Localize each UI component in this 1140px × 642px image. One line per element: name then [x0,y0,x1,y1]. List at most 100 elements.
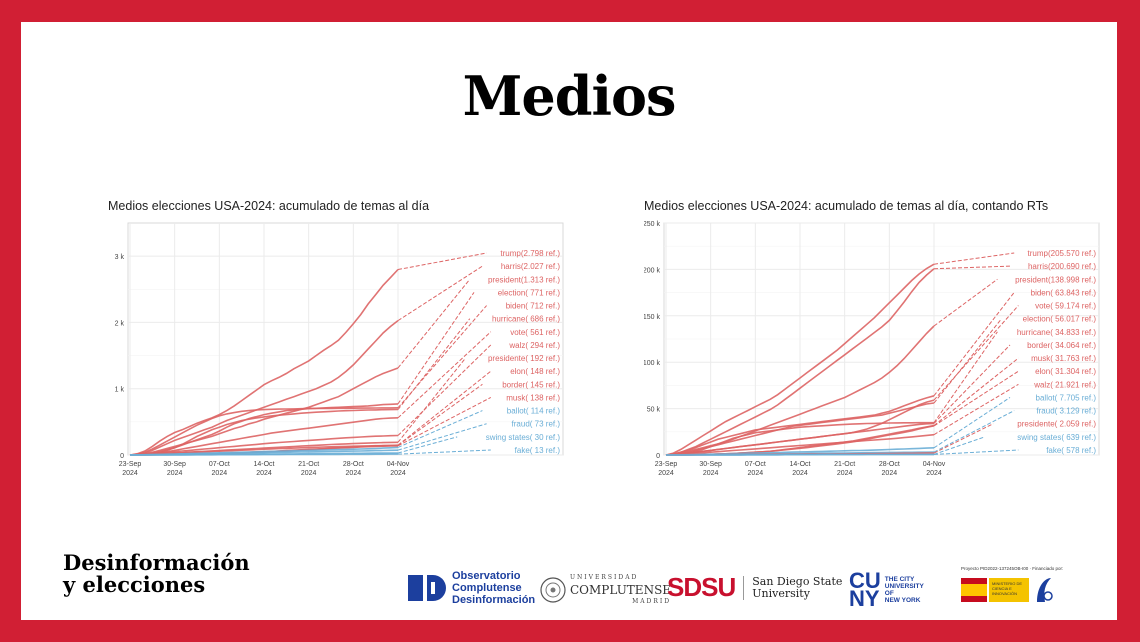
y-tick-label: 250 k [644,221,660,228]
series-leader [397,449,491,455]
x-tick-label: 2024 [748,470,764,477]
series-leader [933,292,1015,397]
x-tick-label: 07-Oct [209,461,230,468]
series-label: elon( 148 ref.) [510,367,560,376]
series-label: president(138.998 ref.) [1015,275,1096,284]
x-tick-label: 21-Oct [834,461,855,468]
series-leader [397,423,487,451]
chart-title: Medios elecciones USA-2024: acumulado de… [108,199,430,213]
series-leader [933,344,1011,424]
series-line [129,367,399,456]
series-line [665,263,935,456]
cuny-line: UNIVERSITY [884,583,924,590]
series-leader [397,278,471,369]
series-leader [933,383,1019,436]
series-label: musk( 31.763 ref.) [1031,354,1096,363]
series-leader [933,410,1015,453]
series-line [666,453,934,456]
series-label: election( 56.017 ref.) [1023,315,1097,324]
y-tick-label: 2 k [115,320,125,327]
series-leader [933,370,1019,427]
x-tick-label: 2024 [882,470,898,477]
series-label: hurricane( 686 ref.) [492,315,560,324]
ucm-main: COMPLUTENSE [570,583,672,597]
series-label: presidente( 192 ref.) [488,354,560,363]
observatorio-line: Complutense [452,582,522,594]
series-leader [933,423,994,454]
series-label: swing states( 639 ref.) [1017,433,1096,442]
series-line [129,319,399,456]
x-tick-label: 2024 [658,470,674,477]
chart-title: Medios elecciones USA-2024: acumulado de… [644,199,1049,213]
x-tick-label: 04-Nov [923,461,946,468]
x-tick-label: 04-Nov [387,461,410,468]
series-label: walz( 294 ref.) [508,341,560,350]
series-label: trump(2.798 ref.) [500,249,560,258]
series-line [665,395,935,456]
series-label: border( 145 ref.) [502,380,560,389]
series-label: fraud( 3.129 ref.) [1036,407,1096,416]
observatorio-logo: Observatorio Complutense Desinformación [408,570,535,606]
series-leader [397,410,483,448]
series-label: musk( 138 ref.) [506,393,560,402]
series-leader [933,331,998,423]
sdsu-logo: SDSU San Diego State University [667,572,842,603]
observatorio-line: Observatorio [452,570,521,582]
chart-right-svg: 0 50 k 100 k 150 k 200 k 250 k 23-Sep 2024 30-Se… [644,221,1100,477]
x-tick-label: 2024 [122,470,138,477]
chart-left-svg: 0 1 k 2 k 3 k 23-Sep 2024 30-Sep 2024 07-Oct 2024… [115,222,564,477]
x-tick-label: 21-Oct [298,461,319,468]
x-tick-label: 14-Oct [789,461,810,468]
series-leader [397,318,471,410]
series-leader [933,397,1011,449]
series-leader [933,265,1011,270]
ucm-seal-icon [540,577,566,603]
y-tick-label: 200 k [644,267,660,274]
series-line [129,408,399,456]
brand-line-1: Desinformación [63,550,250,575]
brand-line-2: y elecciones [63,572,206,597]
series-line [665,422,935,456]
y-tick-label: 3 k [115,254,125,261]
ucm-top: UNIVERSIDAD [570,574,639,581]
x-tick-label: 2024 [346,470,362,477]
chart-left: Medios elecciones USA-2024: acumulado de… [108,199,568,504]
series-line [665,421,934,456]
series-label: fake( 13 ref.) [515,446,561,455]
x-tick-label: 14-Oct [253,461,274,468]
series-line [130,453,398,456]
series-leader [397,370,492,446]
funding-note: Proyecto PID2022-137245OB-I00 · Financia… [961,566,1064,571]
series-label: fraud( 73 ref.) [512,420,561,429]
series-leader [397,252,487,271]
x-tick-label: 2024 [301,470,317,477]
observatorio-line: Desinformación [452,594,536,606]
series-label: border( 34.064 ref.) [1027,341,1096,350]
series-line [665,268,935,456]
series-leader [397,331,492,419]
series-label: walz( 21.921 ref.) [1033,380,1096,389]
y-tick-label: 50 k [647,407,661,414]
cuny-logo: CU NY THE CITY UNIVERSITY OF NEW YORK [849,570,924,610]
x-tick-label: 28-Oct [343,461,364,468]
series-label: biden( 63.843 ref.) [1031,288,1097,297]
ucm-logo: UNIVERSIDAD COMPLUTENSE MADRID [540,572,671,608]
series-line [129,268,399,456]
y-tick-label: 150 k [644,314,660,321]
series-leader [933,357,1019,426]
series-leader [933,278,998,327]
series-label: presidente( 2.059 ref.) [1017,420,1096,429]
x-tick-label: 23-Sep [655,461,678,468]
y-tick-label: 100 k [644,360,660,367]
x-tick-label: 2024 [792,470,808,477]
series-leader [397,344,492,436]
x-tick-label: 2024 [390,470,406,477]
sdsu-line: University [752,586,810,600]
cuny-line: OF [884,590,894,597]
series-leader [397,265,483,322]
series-label: vote( 59.174 ref.) [1035,302,1096,311]
series-leader [933,449,1019,455]
x-tick-label: 2024 [837,470,853,477]
series-leader [933,318,1002,404]
page-title: Medios [462,64,677,128]
